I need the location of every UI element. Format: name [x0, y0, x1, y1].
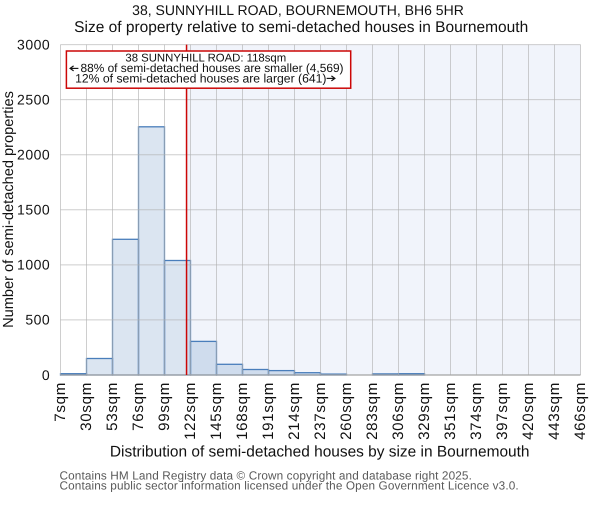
svg-text:168sqm: 168sqm: [234, 382, 251, 440]
svg-text:7sqm: 7sqm: [52, 382, 69, 422]
svg-text:2500: 2500: [17, 91, 50, 107]
svg-text:1000: 1000: [17, 257, 50, 273]
svg-text:Number of semi-detached proper: Number of semi-detached properties: [1, 91, 17, 328]
svg-text:Contains public sector informa: Contains public sector information licen…: [60, 480, 519, 493]
svg-text:Size of property relative to s: Size of property relative to semi-detach…: [74, 19, 528, 36]
svg-text:191sqm: 191sqm: [260, 382, 277, 440]
svg-text:237sqm: 237sqm: [312, 382, 329, 440]
svg-text:2000: 2000: [17, 147, 50, 163]
svg-text:466sqm: 466sqm: [572, 382, 589, 440]
svg-text:99sqm: 99sqm: [156, 382, 173, 431]
svg-text:Contains HM Land Registry data: Contains HM Land Registry data © Crown c…: [60, 469, 472, 482]
svg-text:145sqm: 145sqm: [208, 382, 225, 440]
svg-text:283sqm: 283sqm: [364, 382, 381, 440]
svg-text:214sqm: 214sqm: [286, 382, 303, 440]
svg-text:420sqm: 420sqm: [520, 382, 537, 440]
svg-text:0: 0: [42, 367, 50, 383]
svg-text:260sqm: 260sqm: [338, 382, 355, 440]
svg-text:397sqm: 397sqm: [494, 382, 511, 440]
svg-text:30sqm: 30sqm: [78, 382, 95, 431]
svg-text:1500: 1500: [17, 202, 50, 218]
svg-text:351sqm: 351sqm: [442, 382, 459, 440]
svg-text:122sqm: 122sqm: [182, 382, 199, 440]
svg-text:12% of semi-detached houses ar: 12% of semi-detached houses are larger (…: [75, 71, 326, 85]
svg-text:3000: 3000: [17, 36, 50, 52]
svg-text:53sqm: 53sqm: [104, 382, 121, 431]
svg-text:88% of semi-detached houses ar: 88% of semi-detached houses are smaller …: [80, 61, 343, 75]
svg-text:443sqm: 443sqm: [546, 382, 563, 440]
svg-text:329sqm: 329sqm: [416, 382, 433, 440]
svg-text:38 SUNNYHILL ROAD: 118sqm: 38 SUNNYHILL ROAD: 118sqm: [125, 53, 286, 65]
svg-text:500: 500: [25, 312, 50, 328]
svg-text:76sqm: 76sqm: [130, 382, 147, 431]
svg-text:38, SUNNYHILL ROAD, BOURNEMOUT: 38, SUNNYHILL ROAD, BOURNEMOUTH, BH6 5HR: [132, 2, 464, 18]
svg-text:374sqm: 374sqm: [468, 382, 485, 440]
svg-text:306sqm: 306sqm: [390, 382, 407, 440]
svg-text:Distribution of semi-detached: Distribution of semi-detached houses by …: [110, 443, 530, 460]
